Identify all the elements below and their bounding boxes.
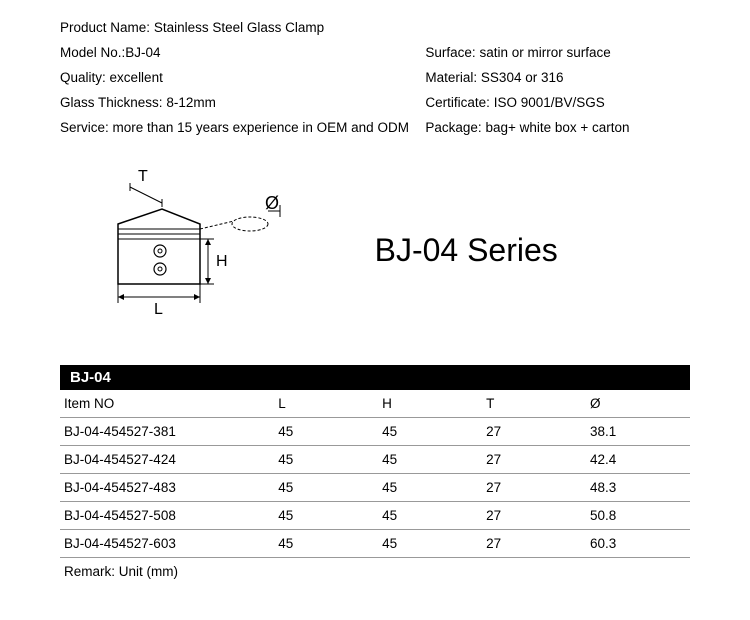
col-h: H xyxy=(378,390,482,418)
dim-h-label: H xyxy=(216,253,228,270)
spec-quality-value: excellent xyxy=(110,70,163,85)
spec-list: Product Name: Stainless Steel Glass Clam… xyxy=(60,20,690,145)
cell-dim: 27 xyxy=(482,418,586,446)
spec-product-name-value: Stainless Steel Glass Clamp xyxy=(154,20,324,35)
cell-dim: 27 xyxy=(482,446,586,474)
cell-item: BJ-04-454527-603 xyxy=(60,530,274,558)
cell-dim: 38.1 xyxy=(586,418,690,446)
cell-dim: 48.3 xyxy=(586,474,690,502)
cell-item: BJ-04-454527-508 xyxy=(60,502,274,530)
spec-material-label: Material: xyxy=(425,70,477,85)
col-item: Item NO xyxy=(60,390,274,418)
table-remark: Remark: Unit (mm) xyxy=(60,558,690,585)
dim-l-label: L xyxy=(154,301,163,318)
spec-material-value: SS304 or 316 xyxy=(481,70,564,85)
cell-dim: 60.3 xyxy=(586,530,690,558)
cell-dim: 45 xyxy=(378,530,482,558)
cell-dim: 45 xyxy=(274,502,378,530)
spec-product-name-label: Product Name: xyxy=(60,20,150,35)
diagram-area: T Ø H xyxy=(60,165,690,335)
table-row: BJ-04-454527-38145452738.1 xyxy=(60,418,690,446)
table-row: BJ-04-454527-60345452760.3 xyxy=(60,530,690,558)
table-header: BJ-04 xyxy=(60,365,690,390)
dim-dia-label: Ø xyxy=(265,193,279,213)
table-row: BJ-04-454527-50845452750.8 xyxy=(60,502,690,530)
spec-package-label: Package: xyxy=(425,120,481,135)
table-head-row: Item NO L H T Ø xyxy=(60,390,690,418)
series-title: BJ-04 Series xyxy=(325,232,672,269)
cell-dim: 45 xyxy=(274,446,378,474)
cell-item: BJ-04-454527-381 xyxy=(60,418,274,446)
table-row: BJ-04-454527-42445452742.4 xyxy=(60,446,690,474)
cell-dim: 45 xyxy=(378,446,482,474)
cell-item: BJ-04-454527-483 xyxy=(60,474,274,502)
cell-dim: 27 xyxy=(482,474,586,502)
cell-dim: 45 xyxy=(378,474,482,502)
spec-table-wrap: BJ-04 Item NO L H T Ø BJ-04-454527-38145… xyxy=(60,365,690,585)
dimensions-table: Item NO L H T Ø BJ-04-454527-38145452738… xyxy=(60,390,690,558)
spec-service-value: more than 15 years experience in OEM and… xyxy=(113,120,409,135)
col-dia: Ø xyxy=(586,390,690,418)
spec-quality-label: Quality: xyxy=(60,70,106,85)
col-t: T xyxy=(482,390,586,418)
spec-package-value: bag+ white box + carton xyxy=(485,120,629,135)
cell-dim: 45 xyxy=(274,474,378,502)
cell-item: BJ-04-454527-424 xyxy=(60,446,274,474)
cell-dim: 27 xyxy=(482,502,586,530)
spec-model-label: Model No.: xyxy=(60,45,125,60)
cell-dim: 27 xyxy=(482,530,586,558)
technical-diagram: T Ø H xyxy=(60,169,325,332)
cell-dim: 42.4 xyxy=(586,446,690,474)
spec-model-value: BJ-04 xyxy=(125,45,160,60)
spec-surface-label: Surface: xyxy=(425,45,475,60)
spec-glass-label: Glass Thickness: xyxy=(60,95,163,110)
spec-surface-value: satin or mirror surface xyxy=(479,45,610,60)
cell-dim: 45 xyxy=(378,418,482,446)
cell-dim: 45 xyxy=(274,418,378,446)
spec-cert-label: Certificate: xyxy=(425,95,490,110)
table-row: BJ-04-454527-48345452748.3 xyxy=(60,474,690,502)
spec-cert-value: ISO 9001/BV/SGS xyxy=(494,95,605,110)
cell-dim: 45 xyxy=(378,502,482,530)
cell-dim: 45 xyxy=(274,530,378,558)
cell-dim: 50.8 xyxy=(586,502,690,530)
col-l: L xyxy=(274,390,378,418)
dim-t-label: T xyxy=(138,169,148,185)
spec-service-label: Service: xyxy=(60,120,109,135)
spec-glass-value: 8-12mm xyxy=(166,95,216,110)
